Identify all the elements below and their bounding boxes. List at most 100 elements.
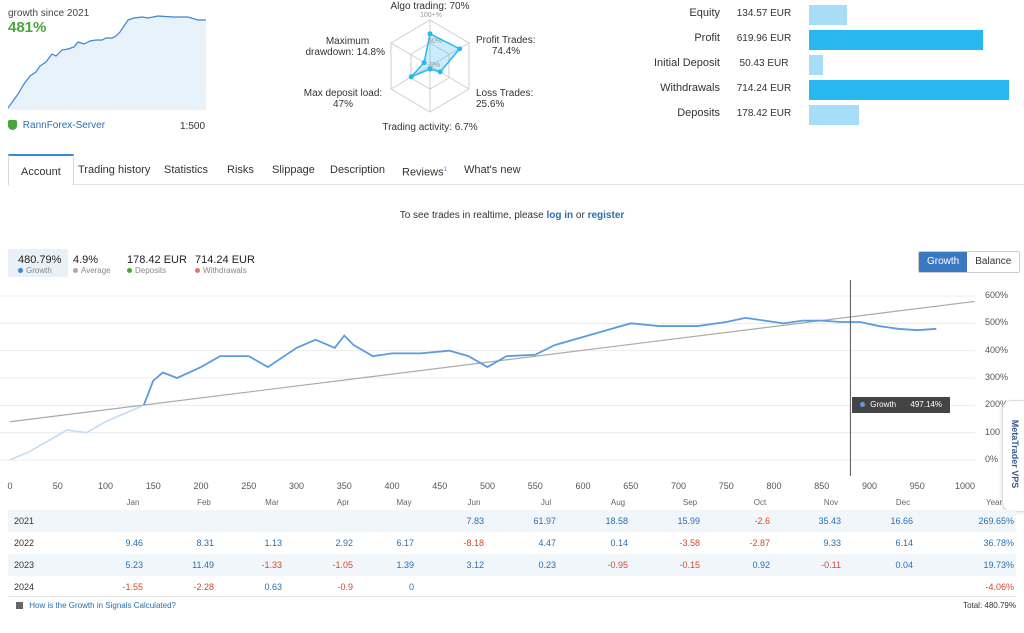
table-row: 2023 5.23 11.49 -1.33 -1.05 1.39 3.12 0.23 -0.95… xyxy=(8,554,1016,576)
table-cell: 8.31 xyxy=(196,538,214,548)
total-growth: Total: 480.79% xyxy=(963,601,1016,610)
table-cell: 18.58 xyxy=(605,516,628,526)
x-tick-label: 300 xyxy=(288,481,305,491)
login-link[interactable]: log in xyxy=(546,210,574,221)
month-header-cell: Apr xyxy=(336,498,350,507)
server-name[interactable]: RannForex-Server xyxy=(22,120,106,131)
x-tick-label: 850 xyxy=(814,481,830,491)
server-row: RannForex-Server xyxy=(8,120,105,131)
table-cell: 2.92 xyxy=(335,538,353,548)
stat-label: Equity xyxy=(689,7,720,19)
tab-slippage[interactable]: Slippage xyxy=(272,164,315,176)
x-tick-label: 50 xyxy=(52,481,63,491)
metatrader-vps-tab[interactable]: MetaTrader VPS xyxy=(1002,400,1024,512)
month-header-cell: Year xyxy=(986,498,1003,507)
radar-profit-trades-value: 74.4% xyxy=(491,46,521,57)
tab-description[interactable]: Description xyxy=(330,164,386,176)
stat-bar xyxy=(809,5,847,25)
x-tick-label: 250 xyxy=(241,481,257,491)
row-year: 2021 xyxy=(14,516,35,526)
x-tick-label: 500 xyxy=(479,481,496,491)
tab-account[interactable]: Account xyxy=(8,154,74,186)
x-tick-label: 800 xyxy=(766,481,782,491)
month-header-cell: Oct xyxy=(753,498,767,507)
radar-low-tick: 0% xyxy=(429,62,441,69)
radar-point xyxy=(427,66,433,72)
growth-chart[interactable] xyxy=(0,280,985,480)
kpi-dot-icon xyxy=(73,268,78,274)
chart-tooltip: Growth 497.14% xyxy=(852,397,950,413)
stat-label: Profit xyxy=(694,32,720,44)
radar-max-drawdown: Maximum drawdown: 14.8% xyxy=(300,36,386,58)
month-header-cell: Jul xyxy=(540,498,552,507)
leverage: 1:500 xyxy=(180,121,206,132)
month-header-cell: Aug xyxy=(610,498,626,507)
table-cell: 0.63 xyxy=(264,582,282,592)
growth-line xyxy=(142,316,937,406)
table-cell: -2.28 xyxy=(193,582,214,592)
table-cell: 11.49 xyxy=(192,560,214,570)
month-header-cell: Feb xyxy=(197,498,211,507)
x-tick-label: 400 xyxy=(384,481,400,491)
radar-max-drawdown-l1: Maximum xyxy=(325,36,370,47)
table-cell: -2.6 xyxy=(754,516,770,526)
growth-value: 481% xyxy=(8,19,47,36)
table-cell: -0.95 xyxy=(607,560,628,570)
realtime-notice: To see trades in realtime, please log in… xyxy=(0,210,1024,221)
radar-top-tick: 100+% xyxy=(420,12,442,19)
table-cell: 1.39 xyxy=(396,560,414,570)
table-cell: -4.06% xyxy=(985,582,1014,592)
x-tick-label: 200 xyxy=(193,481,209,491)
growth-calc-link[interactable]: How is the Growth in Signals Calculated? xyxy=(29,601,176,610)
x-tick-label: 600 xyxy=(575,481,591,491)
radar-max-drawdown-l2: drawdown: 14.8% xyxy=(305,47,386,58)
tab-statistics[interactable]: Statistics xyxy=(164,164,209,176)
radar-point xyxy=(427,31,433,37)
kpi-value: 480.79% xyxy=(18,254,62,266)
table-cell: 6.14 xyxy=(895,538,913,548)
table-cell: 15.99 xyxy=(677,516,700,526)
y-tick-label: 200% xyxy=(985,399,1009,410)
stat-value: 50.43 EUR xyxy=(739,58,789,69)
kpi-dot-icon xyxy=(195,268,200,274)
month-header-cell: Mar xyxy=(265,498,279,507)
calculator-icon xyxy=(16,602,23,610)
table-cell: 5.23 xyxy=(125,560,143,570)
stat-bar xyxy=(809,55,823,75)
toggle-growth-button[interactable]: Growth xyxy=(919,252,968,272)
kpi-label: Withdrawals xyxy=(195,266,247,275)
kpi-dot-icon xyxy=(127,268,132,274)
table-cell: -8.18 xyxy=(463,538,484,548)
radar-max-load-l1: Max deposit load: xyxy=(303,88,383,99)
table-cell: 9.46 xyxy=(125,538,143,548)
radar-mid-tick: 50% xyxy=(427,38,442,45)
tab-trading-history[interactable]: Trading history xyxy=(78,164,151,176)
y-tick-label: 400% xyxy=(985,344,1009,355)
stat-label: Withdrawals xyxy=(660,82,720,94)
tabs-divider xyxy=(8,184,1024,185)
table-cell: 0.23 xyxy=(538,560,556,570)
month-header-cell: Nov xyxy=(823,498,839,507)
table-cell: 7.83 xyxy=(466,516,484,526)
tab-risks[interactable]: Risks xyxy=(227,164,254,176)
tab-what-s-new[interactable]: What's new xyxy=(464,164,521,176)
radar-algo: Algo trading: 70% xyxy=(390,1,470,12)
register-link[interactable]: register xyxy=(587,210,625,221)
table-cell: -0.15 xyxy=(679,560,700,570)
radar-point xyxy=(437,69,443,75)
toggle-balance-button[interactable]: Balance xyxy=(967,252,1020,272)
table-cell: 36.78% xyxy=(983,538,1014,548)
stat-value: 714.24 EUR xyxy=(736,83,792,94)
x-tick-label: 1000 xyxy=(954,481,976,491)
notice-text: To see trades in realtime, please xyxy=(399,210,547,221)
x-tick-label: 0 xyxy=(7,481,13,491)
x-tick-label: 150 xyxy=(145,481,161,491)
table-cell: 19.73% xyxy=(983,560,1014,570)
radar-point xyxy=(421,60,427,66)
stat-bar xyxy=(809,80,1009,100)
kpi-label: Average xyxy=(73,266,111,275)
trend-line xyxy=(9,300,975,423)
tab-reviews[interactable]: Reviews1 xyxy=(402,166,447,179)
table-cell: 0.92 xyxy=(752,560,770,570)
radar-max-load-l2: 47% xyxy=(332,99,353,110)
